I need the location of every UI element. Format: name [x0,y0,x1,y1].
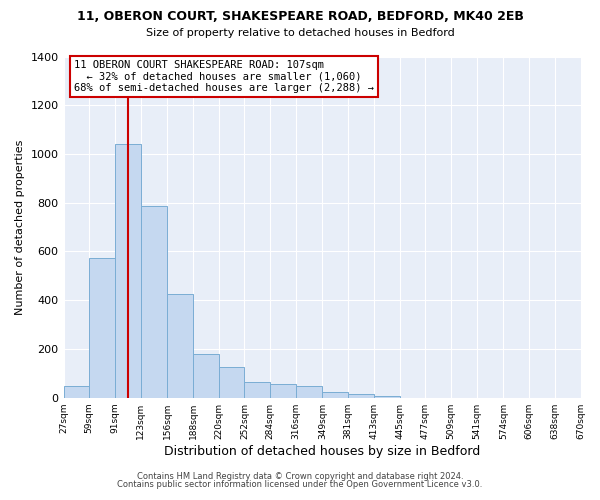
Bar [115,144,141,398]
Bar [64,386,89,398]
Bar [244,382,270,398]
Bar [141,206,167,398]
Text: Contains HM Land Registry data © Crown copyright and database right 2024.: Contains HM Land Registry data © Crown c… [137,472,463,481]
Text: 11, OBERON COURT, SHAKESPEARE ROAD, BEDFORD, MK40 2EB: 11, OBERON COURT, SHAKESPEARE ROAD, BEDF… [77,10,523,23]
Bar [167,294,193,398]
Bar [374,396,400,398]
Bar [219,367,244,398]
Bar [322,392,348,398]
X-axis label: Distribution of detached houses by size in Bedford: Distribution of detached houses by size … [164,444,480,458]
Bar [270,384,296,398]
Bar [296,386,322,398]
Bar [89,258,115,398]
Y-axis label: Number of detached properties: Number of detached properties [15,140,25,315]
Bar [193,354,219,398]
Bar [348,394,374,398]
Text: Size of property relative to detached houses in Bedford: Size of property relative to detached ho… [146,28,454,38]
Text: Contains public sector information licensed under the Open Government Licence v3: Contains public sector information licen… [118,480,482,489]
Text: 11 OBERON COURT SHAKESPEARE ROAD: 107sqm
  ← 32% of detached houses are smaller : 11 OBERON COURT SHAKESPEARE ROAD: 107sqm… [74,60,374,93]
